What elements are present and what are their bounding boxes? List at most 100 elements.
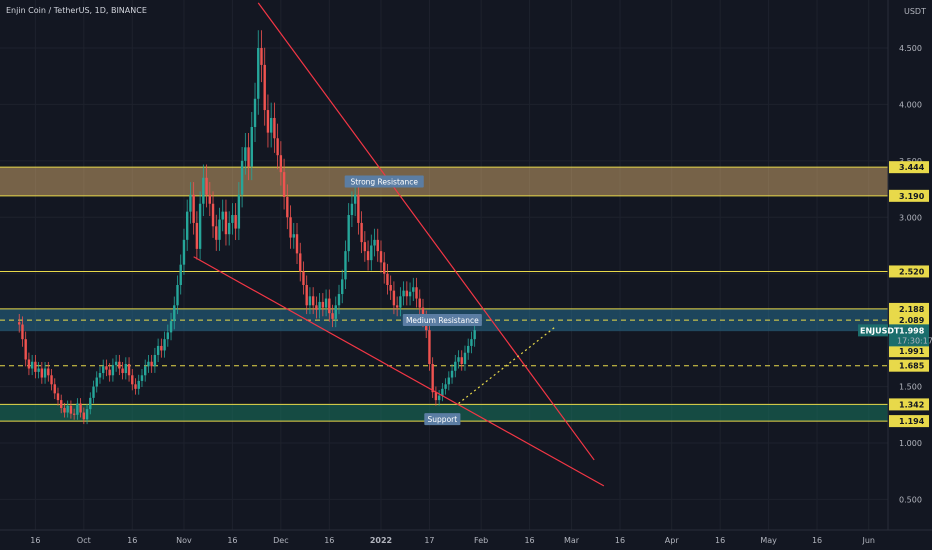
countdown-tag: 17:30:17 <box>897 336 932 345</box>
candle-body <box>467 345 470 353</box>
candle-body <box>292 234 295 238</box>
time-tick-label: 16 <box>227 536 237 545</box>
candle-body <box>40 368 44 378</box>
candle-body <box>102 366 105 374</box>
candle-body <box>221 211 224 220</box>
price-tick-label: 1.000 <box>899 439 922 448</box>
candle-body <box>105 366 108 370</box>
candle-body <box>279 155 283 173</box>
level-tag-bg <box>889 265 929 278</box>
candle-body <box>331 313 334 319</box>
candle-body <box>240 160 244 195</box>
time-tick-label: Dec <box>273 536 288 545</box>
level-tag: 2.089 <box>899 316 925 325</box>
chart-title: Enjin Coin / TetherUS, 1D, BINANCE <box>6 6 147 15</box>
zone-support <box>0 404 888 422</box>
level-tag-bg <box>889 359 929 372</box>
candle-body <box>215 226 218 240</box>
level-tag: 1.194 <box>899 417 925 426</box>
candle-body <box>24 339 27 360</box>
candle-body <box>244 147 247 161</box>
candle-body <box>195 222 199 249</box>
candle-body <box>18 322 21 325</box>
level-tag-bg <box>889 398 929 411</box>
time-tick-label: Mar <box>564 536 580 545</box>
candle-body <box>341 279 344 295</box>
candle-body <box>357 194 360 223</box>
time-tick-label: Jun <box>861 536 875 545</box>
level-tag: 2.188 <box>899 305 925 314</box>
candle-body <box>344 251 347 280</box>
zone-labels-layer: Strong Resistance Medium Resistance Suppor… <box>344 175 482 426</box>
candle-body <box>286 196 289 218</box>
candle-body <box>402 290 405 297</box>
candle-body <box>250 126 253 167</box>
zone-label: Medium Resistance <box>406 316 479 325</box>
candle-body <box>379 251 383 263</box>
candle-body <box>144 366 147 376</box>
candle-body <box>192 194 195 223</box>
candle-body <box>260 47 263 65</box>
candle-body <box>257 47 260 99</box>
grid-lines <box>0 0 888 530</box>
candle-body <box>421 307 425 319</box>
level-tag: 3.444 <box>899 163 925 172</box>
time-axis-bg <box>0 530 932 550</box>
candle-body <box>60 400 63 409</box>
time-axis[interactable]: 16 Oct 16 Nov 16 Dec 16 2022 17 Feb 16 Mar 16 Apr 16 Ma… <box>30 536 875 545</box>
price-tick-label: 1.500 <box>899 383 922 392</box>
candle-body <box>318 301 321 310</box>
candle-body <box>140 375 144 381</box>
candle-body <box>334 305 337 319</box>
candle-body <box>247 147 250 167</box>
current-price-tag: 1.998 <box>899 326 925 335</box>
candle-body <box>124 363 128 374</box>
candle-body <box>315 305 318 310</box>
candle-body <box>324 298 328 308</box>
candle-body <box>156 345 160 355</box>
zone-label-bg <box>424 413 461 426</box>
level-tag-bg <box>889 161 929 174</box>
candle-body <box>76 403 79 415</box>
candle-body <box>299 253 302 272</box>
price-tick-label: 3.000 <box>899 213 922 222</box>
candle-body <box>437 395 441 401</box>
candle-body <box>386 273 389 285</box>
candle-body <box>89 397 92 410</box>
candle-body <box>27 359 31 369</box>
candle-body <box>131 375 134 385</box>
time-tick-label: 17 <box>424 536 434 545</box>
candle-body <box>373 239 376 246</box>
candle-body <box>428 330 431 364</box>
candle-body <box>30 361 34 369</box>
candle-body <box>405 290 409 297</box>
candles-layer <box>18 30 476 425</box>
candle-body <box>444 384 447 389</box>
candle-body <box>366 251 370 261</box>
candle-body <box>166 332 170 340</box>
time-tick-label: Apr <box>665 536 680 545</box>
currency-label: USDT <box>904 7 926 16</box>
candle-body <box>127 363 131 376</box>
price-tags: 3.444 3.190 2.520 2.188 2.089 1.685 1.342 1.194… <box>858 161 932 428</box>
time-tick-label: 16 <box>615 536 625 545</box>
time-tick-label: Nov <box>176 536 192 545</box>
time-tick-label: 16 <box>524 536 534 545</box>
candle-body <box>202 177 205 204</box>
candle-body <box>173 305 176 322</box>
candle-body <box>63 408 66 413</box>
candle-body <box>473 330 476 340</box>
candle-body <box>208 194 211 204</box>
candle-body <box>56 393 60 401</box>
candle-body <box>147 361 150 367</box>
candle-body <box>454 361 457 371</box>
time-tick-label: 16 <box>127 536 137 545</box>
trendline <box>458 326 556 404</box>
time-tick-label: 16 <box>812 536 822 545</box>
current-price-tag-bg <box>889 324 929 347</box>
candle-body <box>92 386 95 398</box>
candle-body <box>276 138 279 156</box>
prev-close-tag: 1.991 <box>899 347 925 356</box>
candle-body <box>408 291 412 297</box>
